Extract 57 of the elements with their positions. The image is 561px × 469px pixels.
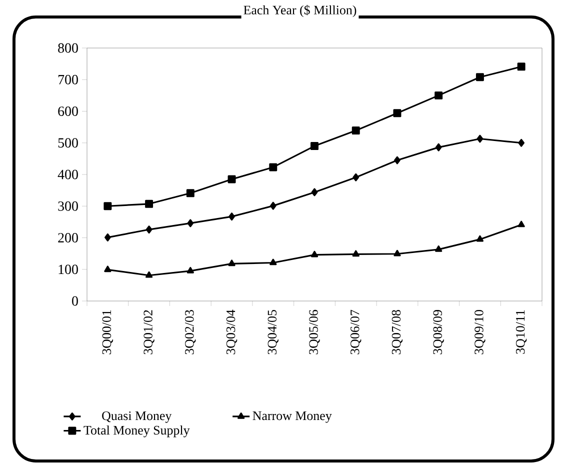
chart-title: Each Year ($ Million) (244, 4, 356, 18)
x-tick-label: 3Q08/09 (433, 310, 444, 354)
point (228, 175, 236, 184)
y-tick-label: 400 (58, 170, 78, 180)
x-tick-label: 3Q02/03 (185, 310, 196, 354)
point (393, 109, 402, 118)
y-tick-label: 200 (58, 233, 78, 242)
point (394, 156, 400, 164)
point (476, 73, 484, 82)
point (517, 62, 526, 71)
point (104, 233, 111, 242)
y-tick-label: 700 (58, 74, 78, 84)
x-tick-label: 3Q00/01 (102, 310, 114, 354)
x-tick-label: 3Q05/06 (309, 310, 320, 354)
point (394, 250, 401, 256)
x-tick-label: 3Q06/07 (350, 310, 362, 354)
y-tick-label: 100 (58, 264, 78, 274)
point (228, 212, 235, 221)
point (476, 134, 484, 143)
x-tick-label: 3Q10/11 (516, 310, 527, 354)
point (186, 189, 194, 198)
y-tick-label: 0 (72, 296, 78, 306)
legend-label: Total Money Supply (84, 426, 190, 438)
point (145, 200, 154, 208)
point (476, 235, 484, 242)
y-tick-label: 500 (58, 138, 78, 148)
point (518, 220, 525, 228)
point (270, 258, 277, 266)
point (310, 250, 318, 258)
x-tick-label: 3Q07/08 (392, 310, 403, 354)
point (518, 138, 525, 147)
y-tick-label: 800 (58, 43, 78, 53)
point (352, 250, 360, 257)
point (435, 245, 442, 252)
point (311, 188, 318, 196)
y-tick-label: 600 (58, 106, 78, 116)
point (228, 260, 236, 266)
point (104, 266, 112, 272)
legend-label: Narrow Money (252, 411, 332, 423)
x-tick-label: 3Q03/04 (226, 310, 238, 354)
x-tick-label: 3Q01/02 (144, 310, 154, 354)
point (104, 202, 112, 210)
point (186, 266, 194, 274)
legend-label: Quasi Money (102, 411, 172, 423)
point (352, 173, 360, 182)
point (310, 142, 318, 150)
point (146, 226, 152, 234)
point (269, 163, 278, 172)
point (435, 143, 442, 152)
y-tick-label: 300 (58, 201, 78, 211)
point (145, 271, 153, 278)
point (270, 202, 276, 210)
x-tick-label: 3Q04/05 (268, 310, 278, 354)
x-tick-label: 3Q09/10 (474, 310, 486, 354)
point (187, 219, 194, 228)
point (434, 91, 443, 100)
point (352, 126, 360, 135)
